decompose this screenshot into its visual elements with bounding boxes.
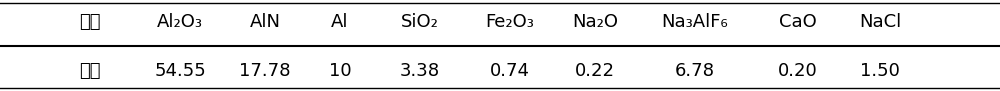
Text: CaO: CaO <box>779 13 816 31</box>
Text: 17.78: 17.78 <box>239 62 291 80</box>
Text: Fe₂O₃: Fe₂O₃ <box>486 13 534 31</box>
Text: AlN: AlN <box>250 13 280 31</box>
Text: 54.55: 54.55 <box>154 62 206 80</box>
Text: Na₂O: Na₂O <box>572 13 618 31</box>
Text: 0.22: 0.22 <box>575 62 615 80</box>
Text: NaCl: NaCl <box>859 13 901 31</box>
Text: Al: Al <box>331 13 349 31</box>
Text: Al₂O₃: Al₂O₃ <box>157 13 203 31</box>
Text: 10: 10 <box>329 62 351 80</box>
Text: Na₃AlF₆: Na₃AlF₆ <box>662 13 728 31</box>
Text: 含量: 含量 <box>79 62 101 80</box>
Text: 0.20: 0.20 <box>778 62 817 80</box>
Text: 1.50: 1.50 <box>860 62 900 80</box>
Text: 组分: 组分 <box>79 13 101 31</box>
Text: 6.78: 6.78 <box>675 62 715 80</box>
Text: 3.38: 3.38 <box>400 62 440 80</box>
Text: SiO₂: SiO₂ <box>401 13 439 31</box>
Text: 0.74: 0.74 <box>490 62 530 80</box>
